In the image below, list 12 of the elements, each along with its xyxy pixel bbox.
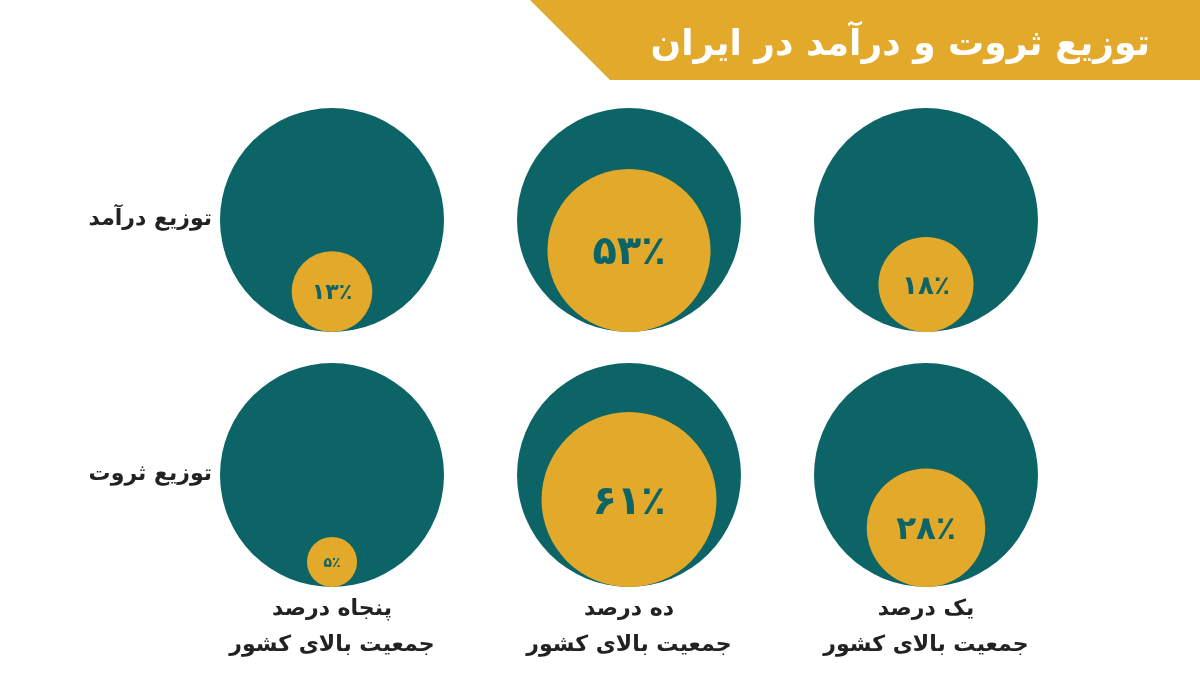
text: توزیع ثروت [88,460,212,486]
data-label: ۱۳٪ [311,278,353,305]
data-label: ۵۳٪ [592,227,666,274]
category-label: پنجاه درصد جمعیت بالای کشور [228,595,435,657]
category-label: یک درصد جمعیت بالای کشور [822,595,1029,657]
title: توزیع ثروت و درآمد در ایران [530,0,1200,80]
data-label: ۶۱٪ [592,476,666,523]
data-label: ۱۸٪ [902,269,950,300]
data-label: ۵٪ [323,553,341,570]
text: توزیع درآمد [88,203,212,231]
category-label: ده درصد جمعیت بالای کشور [525,595,732,657]
data-label: ۲۸٪ [896,509,956,548]
